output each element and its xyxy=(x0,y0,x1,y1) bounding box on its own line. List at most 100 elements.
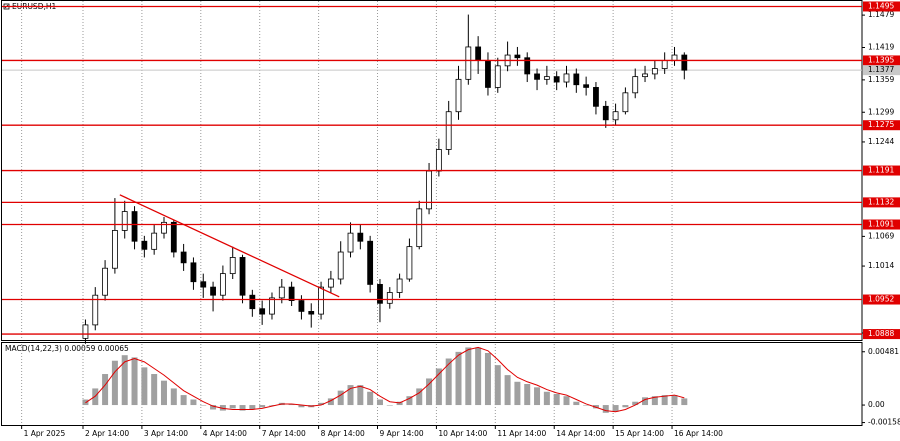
x-tick-label: 2 Apr 14:00 xyxy=(85,429,129,438)
candle-body xyxy=(651,68,658,75)
candle-body xyxy=(455,78,462,113)
candle xyxy=(102,260,108,301)
x-tick-label: 14 Apr 14:00 xyxy=(556,429,605,438)
macd-bar xyxy=(514,381,521,406)
candle xyxy=(534,68,540,91)
macd-bar xyxy=(190,399,197,406)
macd-bar xyxy=(327,398,334,406)
macd-bar xyxy=(484,352,491,406)
macd-bar xyxy=(406,396,413,406)
level-label-box xyxy=(863,55,900,66)
candle-body xyxy=(485,60,491,88)
macd-bar xyxy=(298,405,305,408)
candle xyxy=(200,273,207,298)
candle-body xyxy=(337,251,344,280)
y-tick-label: 0.00481 xyxy=(868,347,899,356)
candle-body xyxy=(357,232,364,242)
candle-body xyxy=(269,297,275,315)
macd-bar xyxy=(337,390,344,406)
candle-body xyxy=(367,240,374,285)
level-label: 1.1275 xyxy=(868,120,894,129)
candle xyxy=(190,257,197,290)
level-label: 1.1495 xyxy=(868,1,894,10)
macd-bar xyxy=(534,387,541,406)
level-label: 1.0888 xyxy=(868,329,894,338)
macd-bar xyxy=(426,378,433,406)
macd-bar xyxy=(455,351,462,406)
candle xyxy=(92,287,99,331)
candle xyxy=(337,241,344,285)
candle-body xyxy=(445,111,452,150)
candle-body xyxy=(612,111,619,121)
candle xyxy=(259,300,266,325)
macd-bar xyxy=(632,401,639,406)
macd-bar xyxy=(376,399,383,406)
current-price-label: 1.1377 xyxy=(868,65,894,74)
level-label: 1.1132 xyxy=(868,197,894,206)
candle-body xyxy=(426,170,432,210)
macd-bar xyxy=(465,347,472,406)
candle-body xyxy=(327,278,334,288)
signal-line xyxy=(85,346,685,413)
macd-bar xyxy=(268,405,275,406)
macd-bar xyxy=(386,405,393,406)
candle xyxy=(642,65,648,83)
candle-body xyxy=(200,281,207,288)
macd-bar xyxy=(553,393,560,406)
macd-bar xyxy=(121,355,128,406)
candle-body xyxy=(180,251,187,264)
candle-body xyxy=(190,262,197,283)
level-label: 1.1091 xyxy=(868,220,894,229)
macd-bar xyxy=(111,360,118,406)
candle xyxy=(288,281,295,306)
candle-body xyxy=(102,267,108,296)
macd-title: MACD(14,22,3) 0.00059 0.00065 xyxy=(5,344,129,353)
candle-body xyxy=(170,221,177,253)
macd-bar xyxy=(347,385,354,406)
candle xyxy=(494,57,501,93)
x-tick-label: 7 Apr 14:00 xyxy=(262,429,306,438)
macd-bar xyxy=(642,397,649,406)
macd-bar xyxy=(288,403,295,406)
candle-body xyxy=(563,73,570,83)
candle xyxy=(229,246,236,280)
y-tick-label: 1.1069 xyxy=(868,231,894,240)
candle-body xyxy=(632,76,639,94)
macd-bar xyxy=(671,395,678,406)
x-tick-label: 11 Apr 14:00 xyxy=(497,429,546,438)
candle-body xyxy=(298,300,305,312)
macd-bar xyxy=(141,367,148,406)
candle xyxy=(347,222,354,258)
candle-body xyxy=(210,286,216,296)
x-tick-label: 9 Apr 14:00 xyxy=(380,429,424,438)
candle-body xyxy=(534,73,540,80)
level-label-box xyxy=(863,294,900,305)
macd-bar xyxy=(396,401,403,406)
candle xyxy=(553,71,560,91)
candle xyxy=(681,52,688,80)
macd-bar xyxy=(504,375,511,406)
candle xyxy=(131,206,138,250)
candle xyxy=(593,82,599,115)
macd-bar xyxy=(367,391,374,406)
candle xyxy=(583,76,590,96)
candle xyxy=(121,200,128,239)
candle xyxy=(219,265,226,301)
x-tick-label: 15 Apr 14:00 xyxy=(615,429,664,438)
candle-body xyxy=(386,292,393,304)
y-tick-label: -0.00158 xyxy=(868,418,900,427)
macd-bar xyxy=(661,395,668,406)
candle-body xyxy=(229,257,236,275)
candle-body xyxy=(92,294,99,326)
candle xyxy=(524,52,531,83)
macd-bar xyxy=(612,405,619,412)
candle-body xyxy=(602,105,609,121)
candle-body xyxy=(239,257,246,296)
candle-body xyxy=(514,54,521,59)
macd-bar xyxy=(681,398,688,406)
candle-body xyxy=(622,92,629,113)
x-tick-label: 1 Apr 2025 xyxy=(24,429,66,438)
candle-body xyxy=(219,273,226,296)
candle xyxy=(573,68,580,93)
